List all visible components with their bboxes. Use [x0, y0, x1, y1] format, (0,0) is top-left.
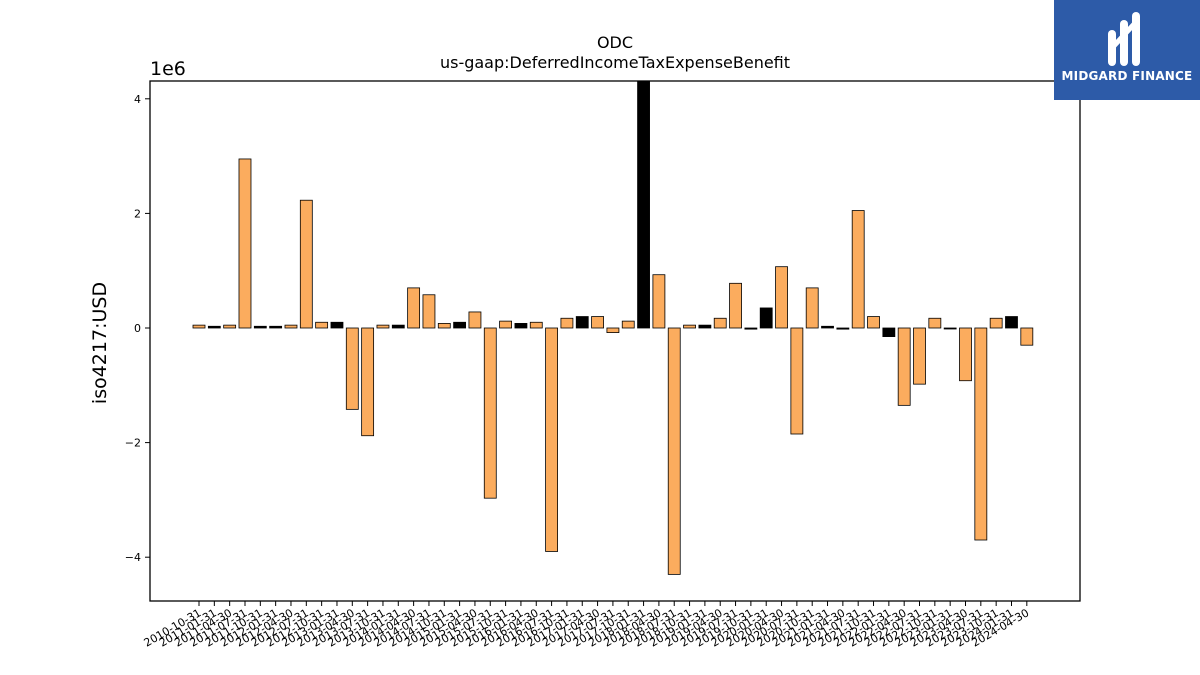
bar-2022-01-31 — [882, 327, 896, 337]
bar-2021-07-31 — [851, 210, 865, 329]
y-tick-label: 0 — [134, 322, 141, 335]
bar-2024-01-31 — [1005, 316, 1018, 329]
bar-2016-07-31 — [545, 327, 558, 552]
bar-2013-04-30 — [345, 327, 359, 410]
bar-2019-10-31 — [744, 327, 758, 330]
plot-frame — [149, 80, 1081, 602]
bar-2017-04-30 — [591, 316, 604, 329]
chart-subtitle: us-gaap:DeferredIncomeTaxExpenseBenefit — [440, 53, 790, 72]
bar-2017-10-31 — [621, 320, 635, 329]
bar-2012-01-31 — [269, 325, 283, 329]
y-tick-label: −4 — [125, 551, 141, 564]
bar-2015-07-31 — [483, 327, 497, 499]
bar-2024-04-30 — [1020, 327, 1034, 346]
chart-title: ODC — [597, 33, 633, 52]
bar-2011-10-31 — [253, 325, 267, 329]
bar-2021-04-30 — [836, 327, 850, 330]
bar-2014-04-30 — [407, 287, 421, 329]
y-tick-label: 4 — [134, 93, 141, 106]
y-offset-label: 1e6 — [150, 58, 186, 80]
bar-2011-01-31 — [207, 325, 221, 329]
bar-2017-07-31 — [606, 327, 620, 333]
bar-2017-01-31 — [575, 316, 589, 329]
logo-mark-icon — [1108, 12, 1140, 66]
bar-2023-07-31 — [974, 327, 988, 541]
bar-2016-01-31 — [514, 323, 528, 329]
bar-2016-04-30 — [529, 321, 543, 329]
bar-2019-07-31 — [729, 282, 742, 329]
bar-2022-04-30 — [897, 327, 911, 406]
bar-2013-07-31 — [361, 327, 375, 437]
logo-text: MIDGARD FINANCE — [1061, 69, 1193, 83]
bar-2020-04-30 — [775, 266, 788, 329]
bar-2020-10-31 — [805, 287, 819, 329]
bar-2013-10-31 — [376, 324, 390, 329]
bar-2020-01-31 — [759, 307, 773, 329]
y-axis-label: iso4217:USD — [89, 282, 111, 404]
bar-2023-04-30 — [959, 327, 972, 382]
midgard-finance-logo: MIDGARD FINANCE — [1054, 0, 1200, 100]
bar-2015-04-30 — [468, 311, 482, 329]
bar-2023-10-31 — [989, 317, 1003, 329]
bar-2022-07-31 — [913, 327, 926, 385]
bar-2018-04-30 — [652, 274, 666, 329]
bar-2016-10-31 — [560, 317, 574, 329]
bar-2012-10-31 — [315, 321, 329, 329]
bar-2020-07-31 — [790, 327, 804, 435]
bar-2010-10-31 — [192, 324, 206, 329]
bar-2018-01-31 — [637, 80, 650, 329]
bar-2019-04-30 — [713, 317, 727, 329]
bar-2011-07-31 — [238, 158, 252, 329]
bar-2014-07-31 — [422, 294, 436, 329]
bar-2018-07-31 — [667, 327, 681, 575]
bar-2011-04-30 — [223, 324, 237, 329]
bar-2015-01-31 — [453, 321, 467, 329]
bar-2014-10-31 — [437, 323, 451, 329]
y-tick-label: −2 — [125, 437, 141, 450]
bar-2022-10-31 — [928, 317, 942, 329]
bar-2015-10-31 — [499, 320, 513, 329]
bar-2021-01-31 — [821, 325, 834, 329]
bar-2012-04-30 — [284, 324, 298, 329]
bar-2023-01-31 — [943, 327, 957, 330]
bar-2013-01-31 — [330, 321, 344, 329]
bar-2018-10-31 — [683, 324, 696, 329]
bar-2014-01-31 — [391, 324, 405, 329]
bar-2021-10-31 — [867, 316, 880, 329]
y-tick-label: 2 — [134, 207, 141, 220]
bar-2012-07-31 — [299, 199, 313, 329]
bar-2019-01-31 — [698, 324, 712, 329]
